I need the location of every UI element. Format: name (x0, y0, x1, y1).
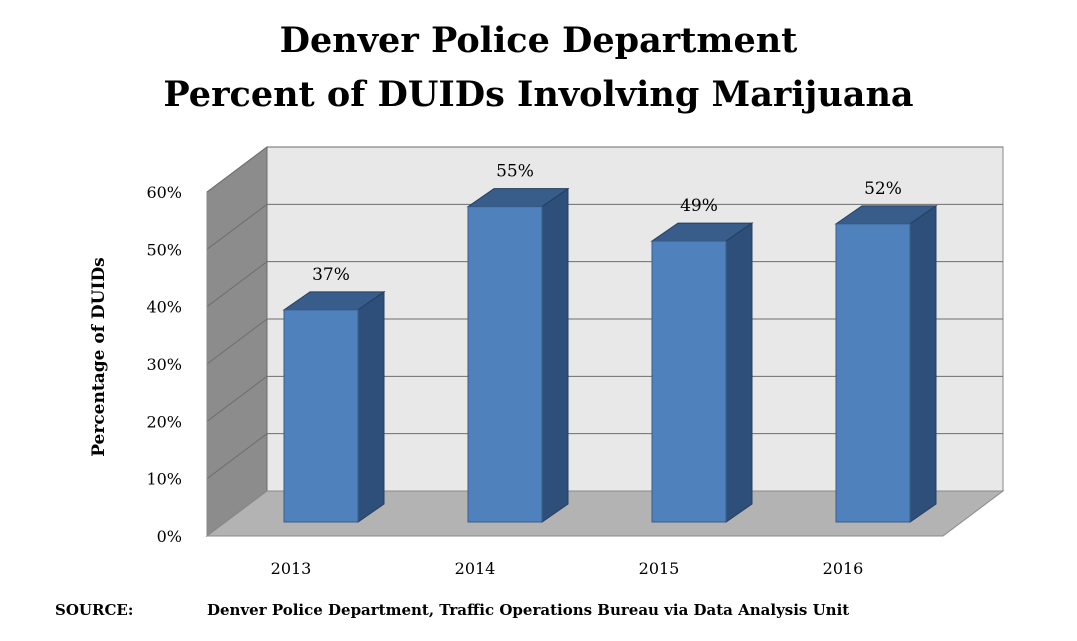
x-tick-label: 2013 (271, 559, 312, 578)
bar-side (541, 187, 569, 523)
gridline (206, 318, 1003, 365)
bar (651, 240, 727, 523)
data-label: 37% (312, 265, 350, 285)
y-tick-label: 60% (146, 183, 182, 202)
data-label: 55% (496, 162, 534, 182)
y-tick-label: 0% (157, 527, 182, 546)
y-axis-ticks: 0% 10% 20% 30% 40% 50% 60% (146, 183, 208, 546)
chart-title-line-1: Denver Police Department (279, 20, 798, 61)
bar-side (725, 222, 753, 523)
gridlines (206, 146, 1003, 480)
source-label: SOURCE: (55, 601, 134, 619)
x-axis-ticks: 2013 2014 2015 2016 (271, 559, 864, 578)
y-tick-label: 50% (146, 240, 182, 259)
source-text: Denver Police Department, Traffic Operat… (207, 601, 850, 619)
gridline (206, 375, 1003, 422)
bar-side (357, 290, 385, 523)
bar (283, 309, 359, 523)
gridline (206, 261, 1003, 308)
y-tick-label: 30% (146, 355, 182, 374)
gridline (206, 146, 1003, 193)
x-tick-label: 2014 (455, 559, 496, 578)
gridline (206, 433, 1003, 480)
chart-title: Denver Police Department Percent of DUID… (0, 14, 1077, 122)
y-axis-label: Percentage of DUIDs (89, 257, 109, 457)
chart-title-line-2: Percent of DUIDs Involving Marijuana (163, 74, 914, 115)
data-labels: 37% 55% 49% 52% (312, 162, 902, 285)
x-tick-label: 2016 (823, 559, 864, 578)
y-tick-label: 10% (146, 470, 182, 489)
y-tick-label: 20% (146, 412, 182, 431)
bar (467, 206, 543, 523)
x-tick-label: 2015 (639, 559, 680, 578)
bar-side (909, 204, 937, 523)
floor (205, 490, 1005, 537)
bars (282, 187, 938, 523)
gridline (206, 203, 1003, 250)
bar (835, 223, 911, 523)
data-label: 49% (680, 196, 718, 216)
data-label: 52% (864, 179, 902, 199)
y-tick-label: 40% (146, 298, 182, 317)
